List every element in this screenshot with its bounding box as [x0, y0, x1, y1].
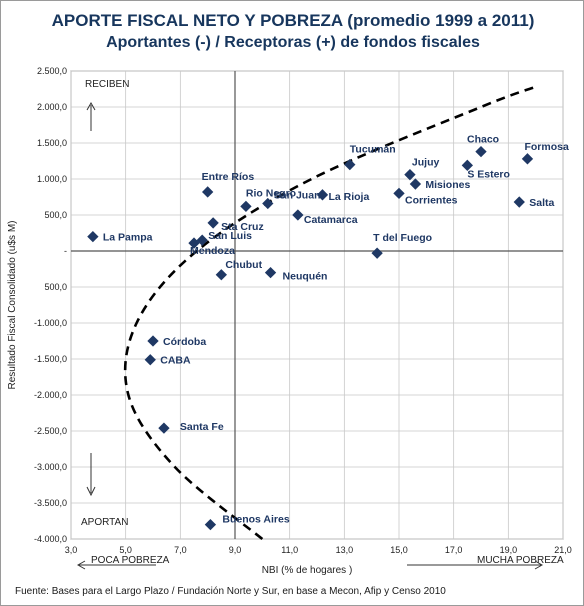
- point-label: Sta Cruz: [221, 221, 264, 233]
- data-point: [204, 518, 217, 531]
- point-label: S Estero: [467, 168, 510, 180]
- x-tick-label: 7,0: [174, 545, 187, 555]
- x-tick-label: 13,0: [336, 545, 354, 555]
- annotation-layer: RECIBEN APORTAN POCA POBREZA MUCHA POBREZA: [76, 79, 564, 570]
- x-tick-label: 21,0: [554, 545, 572, 555]
- x-axis-title: NBI (% de hogares ): [262, 565, 353, 576]
- data-point: [215, 269, 227, 281]
- y-tick-label: 2.500,0: [37, 66, 67, 76]
- point-label: Santa Fe: [180, 421, 224, 433]
- point-label: Entre Ríos: [202, 171, 255, 183]
- point-label: San Juan: [274, 189, 321, 201]
- point-label: Buenos Aires: [222, 514, 289, 526]
- data-point: [144, 354, 156, 366]
- y-tick-label: -3.000,0: [34, 462, 67, 472]
- point-label: Rio Negro: [246, 187, 296, 199]
- y-tick-label: 500,0: [44, 282, 67, 292]
- data-point: [316, 189, 329, 201]
- arrow-left-head-icon: [76, 560, 86, 570]
- scatter-chart: 3,0 5,0 7,0 9,0 11,0 13,0 15,0 17,0 19,0 21,0 2.50…: [7, 66, 572, 576]
- point-label: Formosa: [524, 141, 569, 153]
- point-label: San Luis: [208, 230, 252, 242]
- annotation-mucha-pobreza: MUCHA POBREZA: [477, 555, 564, 566]
- point-label: Catamarca: [304, 214, 358, 226]
- trend-curve: [123, 85, 537, 541]
- y-tick-label: 500,0: [44, 210, 67, 220]
- data-point: [393, 187, 405, 200]
- point-label: CABA: [160, 355, 191, 367]
- y-tick-label: -3.500,0: [34, 498, 67, 508]
- data-point: [202, 186, 214, 198]
- data-point: [262, 197, 274, 210]
- data-point: [188, 237, 200, 249]
- source-note: Fuente: Bases para el Largo Plazo / Fund…: [15, 586, 446, 597]
- data-point: [87, 230, 99, 243]
- y-tick-label: -1.000,0: [34, 318, 67, 328]
- data-point: [158, 422, 170, 434]
- arrow-up-head-icon: [86, 101, 96, 111]
- point-label: Salta: [529, 197, 554, 209]
- point-label: Corrientes: [405, 194, 458, 206]
- data-point: [409, 178, 422, 190]
- data-point: [344, 158, 356, 171]
- axis-layer: 3,0 5,0 7,0 9,0 11,0 13,0 15,0 17,0 19,0 21,0 2.50…: [7, 66, 572, 576]
- point-label: Neuquén: [283, 271, 328, 283]
- point-label: La Rioja: [328, 191, 369, 203]
- x-tick-label: 15,0: [390, 545, 408, 555]
- x-tick-label: 19,0: [500, 545, 518, 555]
- data-point: [147, 335, 159, 347]
- trend-layer: [123, 85, 537, 541]
- annotation-aportan: APORTAN: [81, 517, 128, 528]
- y-tick-label: -2.500,0: [34, 426, 67, 436]
- point-label: Córdoba: [163, 336, 206, 348]
- annotation-reciben: RECIBEN: [85, 79, 129, 90]
- y-tick-label: 2.000,0: [37, 102, 67, 112]
- y-tick-label: -: [64, 246, 67, 256]
- data-point: [240, 200, 252, 213]
- data-point: [371, 247, 383, 259]
- y-tick-label: -4.000,0: [34, 534, 67, 544]
- data-point: [292, 209, 304, 221]
- y-tick-label: 1.500,0: [37, 138, 67, 148]
- x-tick-label: 17,0: [445, 545, 463, 555]
- arrow-right-head-icon: [534, 560, 544, 570]
- point-label: T del Fuego: [373, 232, 432, 244]
- point-label: Chaco: [467, 134, 499, 146]
- data-point: [461, 159, 473, 171]
- data-point: [513, 196, 525, 208]
- y-axis-title: Resultado Fiscal Consolidado (u$s M): [7, 221, 18, 390]
- chart-title: APORTE FISCAL NETO Y POBREZA (promedio 1…: [51, 11, 535, 30]
- y-tick-label: -2.000,0: [34, 390, 67, 400]
- y-tick-label: 1.000,0: [37, 174, 67, 184]
- x-tick-label: 11,0: [281, 545, 298, 555]
- point-label: Tucumán: [350, 144, 396, 156]
- data-point: [264, 266, 277, 279]
- y-tick-label: -1.500,0: [34, 354, 67, 364]
- point-label: Jujuy: [412, 157, 440, 169]
- data-point: [521, 153, 534, 165]
- data-point: [404, 169, 416, 181]
- annotation-poca-pobreza: POCA POBREZA: [91, 555, 170, 566]
- data-point: [207, 217, 219, 229]
- x-tick-label: 5,0: [119, 545, 132, 555]
- chart-subtitle: Aportantes (-) / Receptoras (+) de fondo…: [106, 34, 480, 51]
- arrow-down-head-icon: [86, 486, 96, 497]
- point-label: Chubut: [225, 259, 262, 271]
- x-tick-label: 3,0: [65, 545, 78, 555]
- point-label: Mendoza: [190, 245, 235, 257]
- point-label: Misiones: [425, 179, 470, 191]
- x-tick-label: 9,0: [229, 545, 242, 555]
- point-label: La Pampa: [103, 232, 153, 244]
- data-point: [475, 145, 487, 158]
